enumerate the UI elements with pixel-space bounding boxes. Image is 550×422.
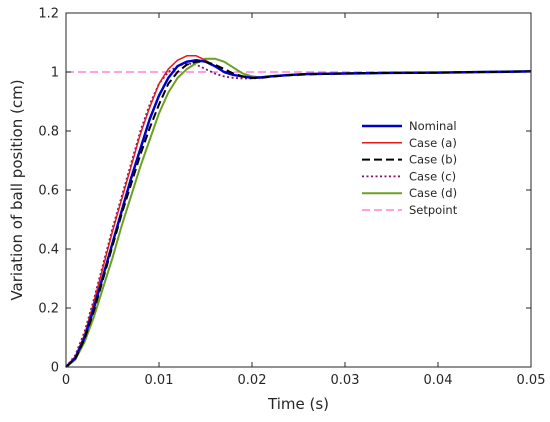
legend-label: Case (b) [409,153,457,167]
x-tick-label: 0.01 [145,373,174,388]
legend-label: Case (c) [409,169,456,183]
x-axis-label: Time (s) [267,395,329,413]
series-line-case-c [65,62,532,368]
series-line-nominal [65,58,532,368]
plot-frame [65,12,532,368]
series-layer [65,55,532,368]
y-axis-label: Variation of ball position (cm) [8,79,26,300]
legend-label: Case (a) [409,136,457,150]
legend-label: Nominal [409,119,457,133]
series-line-case-b [65,60,532,368]
ticks-layer: 0 0.01 0.02 0.03 0.04 0.05 0 0.2 0.4 0.6 0.8 1 1.2 [38,7,545,389]
y-tick-label: 0.2 [38,302,59,317]
y-tick-label: 1 [51,66,59,81]
x-tick-label: 0.04 [424,373,453,388]
legend-label: Setpoint [409,203,458,217]
y-tick-label: 0 [51,361,59,376]
y-tick-label: 1.2 [38,7,59,22]
x-tick-label: 0 [62,373,70,388]
y-tick-label: 0.6 [38,184,59,199]
series-line-case-a [65,55,532,368]
legend: Nominal Case (a) Case (b) Case (c) Case (d) S… [362,119,458,217]
legend-label: Case (d) [409,186,457,200]
x-tick-label: 0.05 [517,373,546,388]
y-tick-label: 0.8 [38,125,59,140]
series-line-case-d [65,57,532,368]
y-tick-label: 0.4 [38,243,59,258]
x-tick-label: 0.03 [331,373,360,388]
x-tick-label: 0.02 [238,373,267,388]
